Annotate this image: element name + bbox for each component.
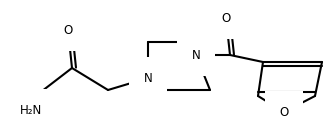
Text: O: O: [279, 106, 289, 118]
Text: N: N: [144, 72, 152, 85]
Text: H₂N: H₂N: [20, 103, 42, 116]
Text: O: O: [221, 11, 230, 24]
Text: N: N: [192, 48, 200, 61]
Text: O: O: [63, 24, 72, 37]
